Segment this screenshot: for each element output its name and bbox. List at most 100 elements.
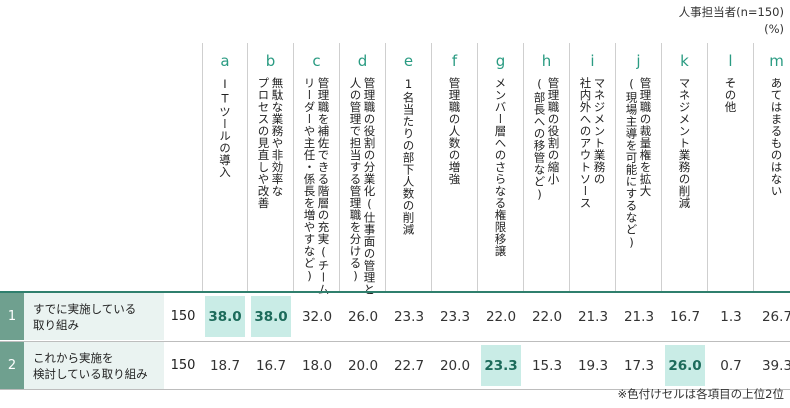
table-cell: 32.0 — [294, 293, 340, 340]
cell-value: 21.3 — [623, 308, 655, 325]
cell-value: 32.0 — [301, 308, 333, 325]
table-cell: 0.7 — [708, 342, 754, 389]
table-cell: 26.0 — [662, 342, 708, 389]
highlight-fill — [481, 345, 521, 386]
table-cell: 18.7 — [202, 342, 248, 389]
table-cell: 38.0 — [248, 293, 294, 340]
column-label: マネジメント業務の 社内外へのアウトソース — [578, 77, 607, 209]
cell-value: 18.7 — [209, 357, 241, 374]
column-header-b: b 無駄な業務や非効率な プロセスの見直しや改善 — [248, 43, 294, 291]
column-letter: e — [403, 52, 414, 70]
cell-value: 16.7 — [669, 308, 701, 325]
column-header-e: e 1名当たりの部下人数の削減 — [386, 43, 432, 291]
column-label: 管理職の役割の分業化(仕事面の管理と 人の管理で担当する管理職を分ける) — [348, 77, 377, 296]
table-cell: 17.3 — [616, 342, 662, 389]
cell-value: 22.7 — [393, 357, 425, 374]
footnote: ※色付けセルは各項目の上位2位 — [617, 387, 784, 401]
table-cell: 23.3 — [432, 293, 478, 340]
table-rule — [0, 341, 790, 342]
column-label: 管理職を補佐できる階層の充実(チーム リーダーや主任・係長を増やすなど) — [302, 77, 331, 296]
cell-value: 23.3 — [484, 357, 518, 374]
table-cell: 26.7 — [754, 293, 790, 340]
table-cell: 22.0 — [478, 293, 524, 340]
column-letter: b — [265, 52, 276, 70]
column-letter: g — [495, 52, 506, 70]
cell-value: 21.3 — [577, 308, 609, 325]
row-label: これから実施を 検討している取り組み — [24, 342, 164, 389]
column-header-g: g メンバー層へのさらなる権限移譲 — [478, 43, 524, 291]
table-cell: 18.0 — [294, 342, 340, 389]
cell-value: 26.0 — [668, 357, 702, 374]
cell-value: 20.0 — [439, 357, 471, 374]
row-number: 2 — [0, 342, 24, 389]
row-number: 1 — [0, 293, 24, 340]
column-header-a: a ITツールの導入 — [202, 43, 248, 291]
row-label: すでに実施している 取り組み — [24, 293, 164, 340]
column-letter: k — [680, 52, 689, 70]
table-cell: 19.3 — [570, 342, 616, 389]
column-label: あてはまるものはない — [769, 77, 784, 197]
table-cell: 20.0 — [432, 342, 478, 389]
table-cell: 38.0 — [202, 293, 248, 340]
cell-value: 23.3 — [393, 308, 425, 325]
unit-note: (%) — [764, 22, 784, 36]
table-cell: 23.3 — [478, 342, 524, 389]
row-sample-size: 150 — [170, 309, 196, 324]
table-cell: 26.0 — [340, 293, 386, 340]
highlight-fill — [251, 296, 291, 337]
table-cell: 16.7 — [248, 342, 294, 389]
column-letter: i — [590, 52, 595, 70]
column-label: 管理職の裁量権を拡大 (現場主導を可能にするなど) — [624, 77, 653, 250]
highlight-fill — [205, 296, 245, 337]
table-cell: 21.3 — [616, 293, 662, 340]
cell-value: 38.0 — [254, 308, 288, 325]
column-header-f: f 管理職の人数の増強 — [432, 43, 478, 291]
table-cell: 22.7 — [386, 342, 432, 389]
table-rule — [0, 291, 790, 293]
column-label: 1名当たりの部下人数の削減 — [401, 77, 416, 236]
column-letter: l — [728, 52, 733, 70]
column-header-l: l その他 — [708, 43, 754, 291]
column-label: その他 — [723, 77, 738, 113]
column-label: メンバー層へのさらなる権限移譲 — [493, 77, 508, 257]
table-cell: 39.3 — [754, 342, 790, 389]
column-letter: a — [220, 52, 230, 70]
cell-value: 26.0 — [347, 308, 379, 325]
column-header-k: k マネジメント業務の削減 — [662, 43, 708, 291]
table-rule — [0, 389, 790, 390]
table-cell: 15.3 — [524, 342, 570, 389]
cell-value: 0.7 — [720, 357, 742, 374]
cell-value: 23.3 — [439, 308, 471, 325]
cell-value: 19.3 — [577, 357, 609, 374]
column-header-j: j 管理職の裁量権を拡大 (現場主導を可能にするなど) — [616, 43, 662, 291]
column-header-m: m あてはまるものはない — [754, 43, 790, 291]
column-label: 無駄な業務や非効率な プロセスの見直しや改善 — [256, 77, 285, 209]
row-sample-size: 150 — [170, 358, 196, 373]
column-letter: h — [541, 52, 552, 70]
column-label: マネジメント業務の削減 — [677, 77, 692, 209]
cell-value: 38.0 — [208, 308, 242, 325]
cell-value: 22.0 — [531, 308, 563, 325]
highlight-fill — [665, 345, 705, 386]
table-cell: 16.7 — [662, 293, 708, 340]
column-letter: m — [769, 52, 784, 70]
cell-value: 1.3 — [720, 308, 742, 325]
column-letter: d — [357, 52, 368, 70]
column-header-d: d 管理職の役割の分業化(仕事面の管理と 人の管理で担当する管理職を分ける) — [340, 43, 386, 296]
respondent-note: 人事担当者(n=150) — [678, 5, 784, 19]
column-label: 管理職の人数の増強 — [447, 77, 462, 185]
table-cell: 1.3 — [708, 293, 754, 340]
cell-value: 15.3 — [531, 357, 563, 374]
column-header-h: h 管理職の役割の縮小 (部長への移管など) — [524, 43, 570, 291]
column-label: ITツールの導入 — [218, 77, 232, 178]
cell-value: 17.3 — [623, 357, 655, 374]
cell-value: 26.7 — [761, 308, 790, 325]
table-cell: 23.3 — [386, 293, 432, 340]
cell-value: 18.0 — [301, 357, 333, 374]
column-label: 管理職の役割の縮小 (部長への移管など) — [532, 77, 561, 202]
column-header-c: c 管理職を補佐できる階層の充実(チーム リーダーや主任・係長を増やすなど) — [294, 43, 340, 296]
cell-value: 20.0 — [347, 357, 379, 374]
cell-value: 39.3 — [761, 357, 790, 374]
column-letter: f — [451, 52, 458, 70]
table-cell: 22.0 — [524, 293, 570, 340]
